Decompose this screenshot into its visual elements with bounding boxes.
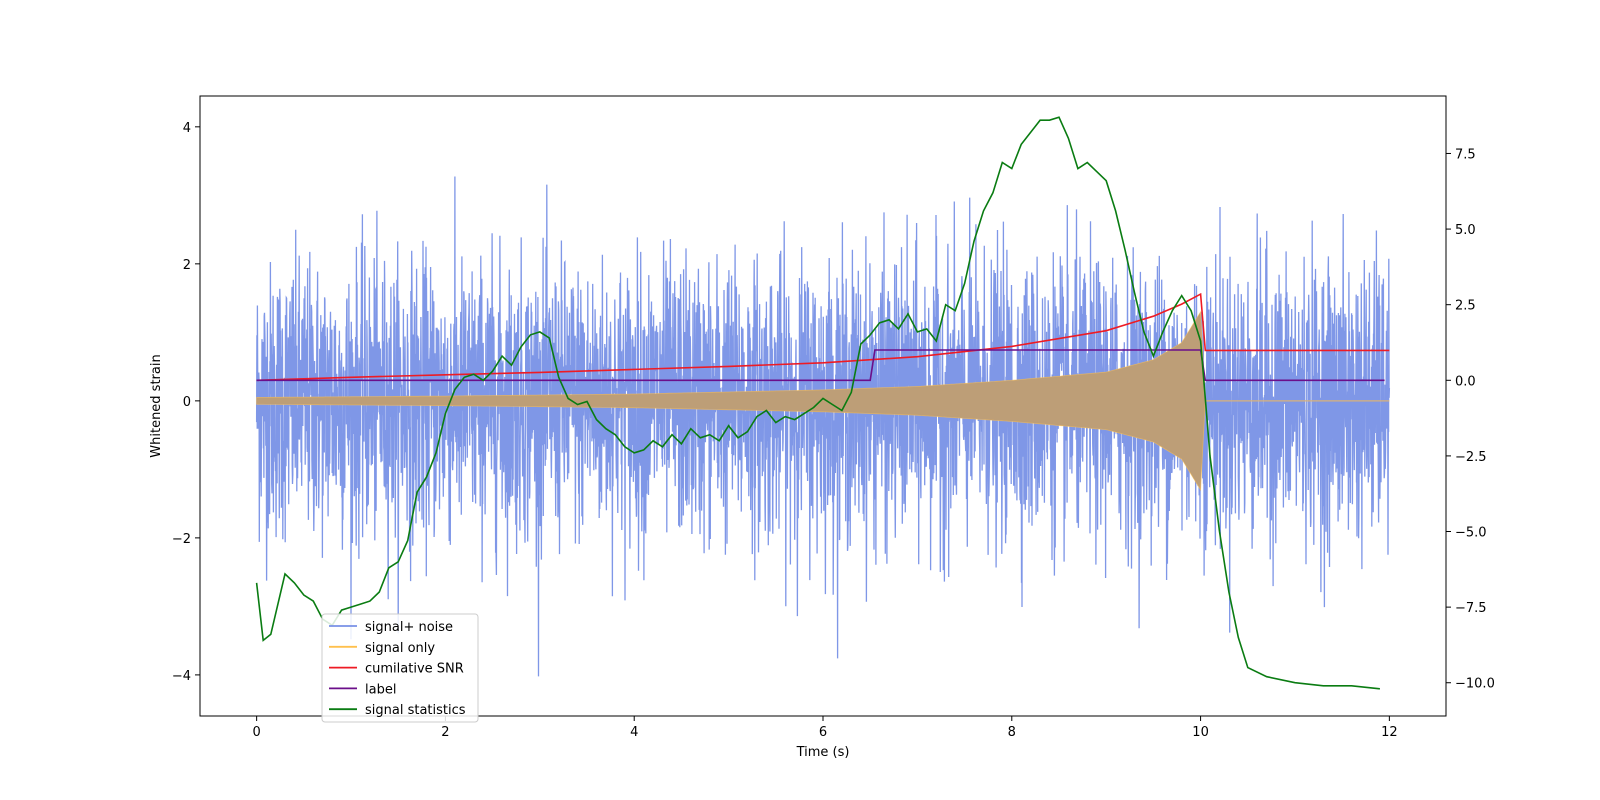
x-tick-label: 2 [441, 725, 449, 740]
ticks-layer: 0 2 4 6 8 10 12 4 2 0 −2 −4 7.5 5.0 2.5 0.0 −2.5 −5.0 −7.5… [172, 121, 1495, 740]
x-tick-label: 0 [252, 725, 260, 740]
legend-label: cumilative SNR [365, 662, 464, 677]
legend-label: label [365, 682, 396, 697]
y-left-tick-label: 2 [183, 258, 191, 273]
legend-label: signal only [365, 641, 435, 656]
y-right-tick-label: −5.0 [1455, 526, 1487, 541]
series-layer [255, 116, 1391, 690]
y-right-tick-label: −7.5 [1455, 601, 1487, 616]
legend-label: signal+ noise [365, 620, 453, 635]
series-cumilative-snr [256, 292, 1390, 382]
x-tick-label: 8 [1008, 725, 1016, 740]
y-left-tick-label: −2 [172, 532, 191, 547]
legend-label: signal statistics [365, 703, 466, 718]
x-tick-label: 12 [1381, 725, 1398, 740]
y-right-tick-label: 5.0 [1455, 223, 1476, 238]
y-left-tick-label: 4 [183, 121, 191, 136]
x-tick-label: 6 [819, 725, 827, 740]
x-tick-label: 4 [630, 725, 638, 740]
x-tick-label: 10 [1192, 725, 1209, 740]
legend: signal+ noise signal only cumilative SNR la… [321, 613, 479, 723]
y-right-tick-label: 0.0 [1455, 374, 1476, 389]
y-right-tick-label: 2.5 [1455, 299, 1476, 314]
x-axis-label: Time (s) [796, 745, 850, 760]
y-left-tick-label: 0 [183, 395, 191, 410]
legend-box [321, 613, 479, 723]
y-right-tick-label: 7.5 [1455, 147, 1476, 162]
y-right-tick-label: −2.5 [1455, 450, 1487, 465]
series-label [256, 349, 1385, 382]
y-left-tick-label: −4 [172, 669, 191, 684]
y-right-tick-label: −10.0 [1455, 677, 1495, 692]
y-axis-label-left: Whitened strain [149, 354, 164, 457]
series-signal-only-envelope [256, 310, 1206, 492]
series-signal-statistics [255, 116, 1380, 690]
